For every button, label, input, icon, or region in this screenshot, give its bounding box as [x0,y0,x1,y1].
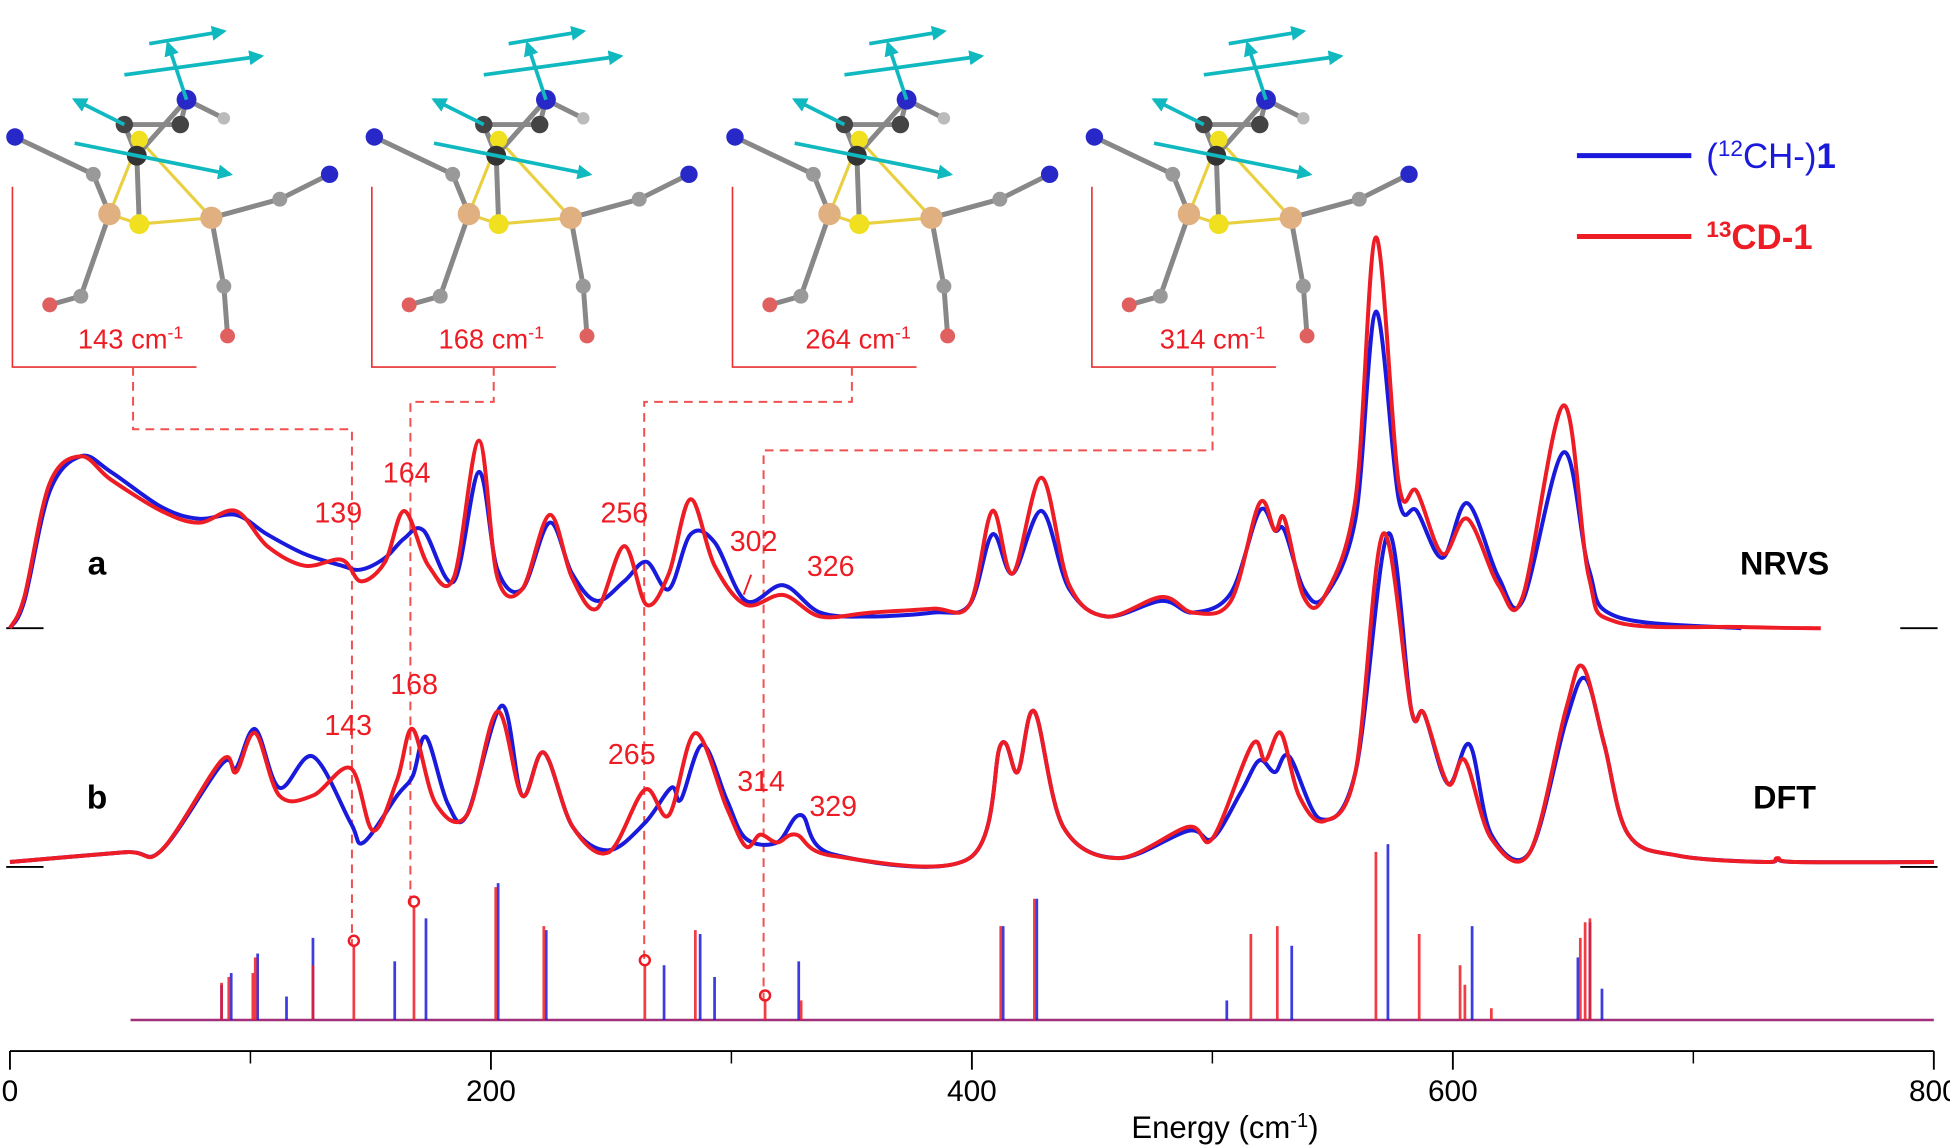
spectrum-line [9,531,1934,869]
connectors [132,367,1214,1002]
connector [762,367,1214,1002]
text-part: -1 [1249,322,1265,342]
connector [409,367,495,906]
panel-label: a [88,546,107,583]
text-part: 1 [1816,137,1835,176]
text-part: -1 [528,322,544,342]
peak-label: 329 [809,791,857,823]
spectrum-line [8,235,1821,631]
text-part: ( [1706,137,1718,176]
x-axis-label: Energy (cm-1) [1131,1110,1318,1145]
inset-frame [1091,186,1276,368]
text-part: ) [1308,1110,1318,1145]
mode-marker [758,989,772,1002]
molecule [6,31,338,343]
peak-label: 265 [608,739,656,771]
molecule [726,31,1058,343]
molecule [366,31,698,343]
text-part: 13 [1706,216,1731,241]
x-tick-label: 0 [2,1075,19,1108]
x-tick-label: 400 [947,1075,997,1108]
text-part: -1 [895,322,911,342]
text-part: Energy (cm [1131,1110,1290,1145]
inset-frame [731,186,917,368]
x-tick-label: 200 [466,1075,516,1108]
inset-label: 168 cm-1 [438,322,544,354]
panel-name: NRVS [1740,546,1829,582]
panel-label: b [87,780,108,817]
text-part: -1 [168,322,184,342]
label-pointer [742,574,753,595]
spectrum-line [9,531,1934,869]
text-part: -1 [1290,1110,1308,1132]
inset-molecules [6,31,1418,368]
peak-label: 326 [807,551,855,583]
spectrum-line [8,309,1742,631]
connector [643,367,853,964]
inset-frame [11,186,197,368]
mode-marker [347,934,361,947]
peak-label: 139 [314,498,362,530]
peak-label: 168 [390,669,438,701]
x-tick-label: 800 [1909,1075,1950,1108]
text-part: 12 [1718,136,1743,161]
peak-label: 143 [324,710,372,742]
text-part: CD-1 [1731,218,1812,257]
inset-label: 143 cm-1 [78,322,184,354]
peak-label: 314 [737,766,785,798]
mode-marker [407,895,421,908]
x-tick-label: 600 [1428,1075,1478,1108]
inset-label: 314 cm-1 [1160,322,1266,354]
peak-label: 302 [730,526,778,558]
inset-label: 264 cm-1 [805,322,911,354]
mode-marker [638,954,652,967]
text-part: 168 cm [438,323,528,354]
legend-label: (12CH-)1 [1706,136,1836,177]
peak-label: 256 [600,498,648,530]
connector [132,367,353,946]
text-part: 264 cm [805,323,895,354]
legend-label: 13CD-1 [1706,216,1812,257]
peak-label: 164 [383,458,431,490]
text-part: 143 cm [78,323,168,354]
text-part: CH-) [1743,137,1816,176]
panel-name: DFT [1753,780,1816,816]
baseline-marks [6,627,1938,868]
text-part: 314 cm [1160,323,1250,354]
